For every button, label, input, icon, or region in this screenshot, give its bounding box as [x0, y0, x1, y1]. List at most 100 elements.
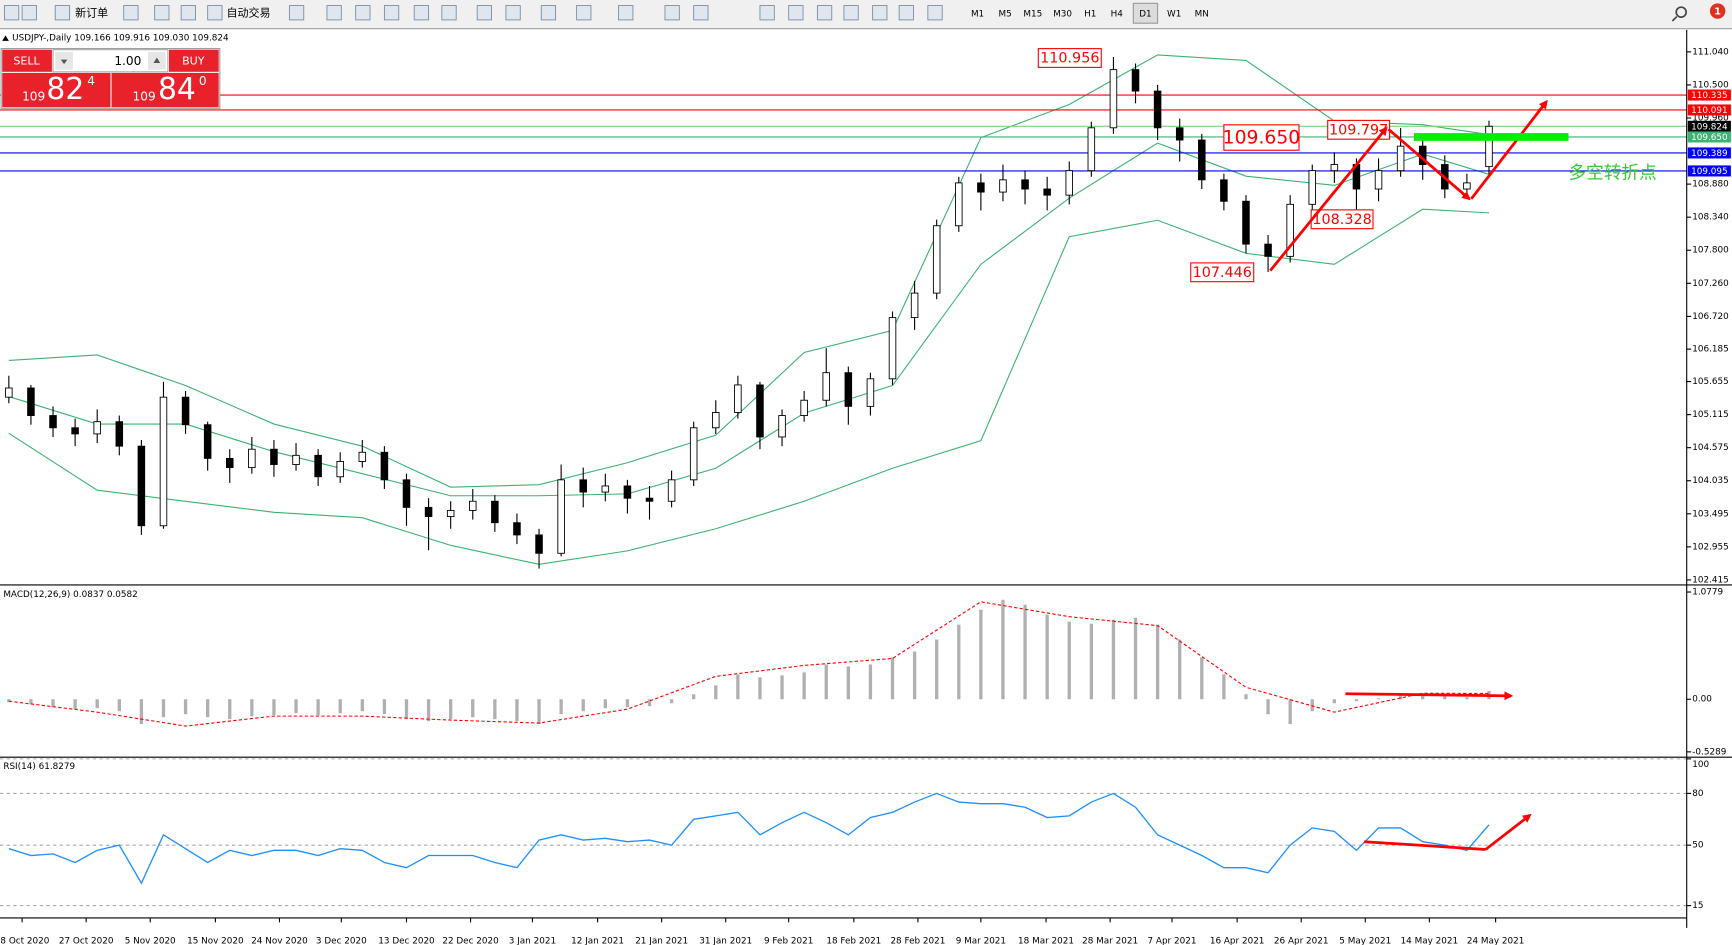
candle-body	[424, 506, 433, 518]
x-tick-label: 28 Mar 2021	[1082, 937, 1138, 945]
toolbar-icon[interactable]	[872, 5, 888, 21]
macd-bar	[736, 674, 740, 700]
toolbar-icon[interactable]	[788, 5, 804, 21]
timeframe-button[interactable]: M1	[971, 9, 984, 19]
x-tick-label: 18 Oct 2020	[0, 937, 50, 945]
toolbar-icon[interactable]	[618, 5, 634, 21]
macd-bar	[714, 685, 718, 700]
timeframe-button[interactable]: W1	[1167, 9, 1181, 19]
price-line-label-box	[1687, 147, 1731, 159]
x-tick-label: 15 Nov 2020	[187, 937, 244, 945]
candle-body	[1153, 90, 1162, 129]
toolbar-icon[interactable]	[759, 5, 775, 21]
y-tick-label: 107.260	[1692, 279, 1729, 289]
timeframe-button[interactable]: MN	[1195, 9, 1209, 19]
toolbar-icon[interactable]	[816, 5, 833, 21]
candle-body	[469, 500, 477, 511]
toolbar-icon[interactable]	[505, 5, 521, 21]
timeframe-button[interactable]: H4	[1111, 9, 1124, 19]
macd-bar	[559, 699, 563, 715]
timeframe-button[interactable]: D1	[1139, 9, 1151, 19]
y-tick-label: 106.720	[1692, 312, 1729, 322]
lot-spinner-arrow	[60, 59, 68, 65]
new-order-button[interactable]: 新订单	[75, 5, 108, 19]
candle-body	[159, 396, 168, 527]
candle-body	[1065, 170, 1074, 196]
search-icon-handle	[1671, 15, 1678, 22]
toolbar-icon[interactable]	[21, 5, 37, 21]
candle-body	[712, 412, 720, 429]
toolbar-icon[interactable]	[123, 5, 139, 21]
sell-button[interactable]	[2, 49, 52, 72]
macd-arrow	[1345, 691, 1514, 701]
sell-price-fraction: 4	[87, 74, 95, 88]
x-tick-label: 24 May 2021	[1467, 937, 1525, 945]
macd-bar	[471, 699, 475, 718]
toolbar-icon[interactable]	[898, 5, 914, 21]
macd-bar	[183, 699, 188, 715]
macd-bar	[294, 699, 298, 714]
toolbar-icon[interactable]	[3, 5, 20, 21]
x-tick-label: 5 Nov 2020	[125, 937, 176, 945]
x-tick-label: 31 Jan 2021	[699, 937, 752, 945]
rsi-arrow	[1364, 840, 1486, 851]
macd-bar	[802, 672, 806, 700]
candle-body	[977, 182, 985, 193]
toolbar-icon[interactable]	[383, 5, 400, 21]
timeframe-button[interactable]: M15	[1023, 9, 1042, 19]
candle-body	[645, 497, 654, 502]
buy-price-button[interactable]	[111, 72, 219, 108]
candle-body	[535, 534, 543, 554]
macd-bar	[1443, 696, 1447, 700]
toolbar-icon[interactable]	[355, 5, 371, 21]
buy-button[interactable]	[169, 49, 219, 72]
search-icon[interactable]	[1675, 6, 1687, 18]
toolbar-icon[interactable]	[326, 5, 342, 21]
x-tick-label: 7 Apr 2021	[1147, 937, 1196, 945]
y-tick-label: 80	[1692, 789, 1704, 799]
toolbar-icon[interactable]	[843, 5, 859, 21]
y-tick-label: 111.040	[1692, 47, 1729, 57]
toolbar-icon[interactable]	[664, 5, 680, 21]
candle-body	[734, 384, 742, 413]
candle-body	[844, 372, 853, 407]
collapse-icon[interactable]	[2, 35, 9, 41]
toolbar-icon[interactable]	[441, 5, 457, 21]
macd-bar	[250, 699, 254, 717]
sell-price-button[interactable]	[2, 72, 111, 108]
macd-bar	[1023, 604, 1027, 700]
macd-bar	[824, 664, 828, 700]
lot-input[interactable]	[52, 49, 169, 73]
y-tick-label: 0.00	[1692, 695, 1712, 705]
toolbar-icon[interactable]	[927, 5, 943, 21]
timeframe-button[interactable]: M30	[1053, 9, 1072, 19]
candle-body	[1242, 200, 1250, 245]
toolbar-icon[interactable]	[576, 5, 592, 21]
toolbar-icon[interactable]	[54, 5, 71, 21]
y-tick-label: 105.655	[1692, 377, 1729, 387]
timeframes: M1 M5 M15 M30 H1 H4 D1 W1 MN	[971, 2, 1209, 24]
macd-bar	[979, 609, 983, 700]
y-tick-label: 50	[1692, 841, 1704, 851]
toolbar-icon[interactable]	[413, 5, 430, 21]
toolbar-icon[interactable]	[693, 5, 709, 21]
timeframe-button[interactable]: H1	[1084, 9, 1096, 19]
auto-trading-button[interactable]: 自动交易	[226, 5, 270, 19]
toolbar-icon[interactable]	[180, 5, 196, 21]
x-tick-label: 5 May 2021	[1339, 937, 1391, 945]
toolbar-icon[interactable]	[154, 5, 170, 21]
toolbar-icon[interactable]	[476, 5, 492, 21]
toolbar-icon[interactable]	[540, 5, 557, 21]
timeframe-button[interactable]: M5	[999, 9, 1012, 19]
candle-body	[778, 415, 786, 438]
candle-body	[579, 479, 587, 493]
candle-body	[380, 451, 389, 481]
timeframe-active	[1132, 2, 1159, 24]
toolbar-icon[interactable]	[288, 5, 305, 21]
macd-bar	[935, 639, 939, 700]
candle-body	[1131, 69, 1140, 92]
notification-badge[interactable]	[1709, 3, 1726, 19]
toolbar-icon[interactable]	[207, 5, 223, 21]
macd-bar	[228, 699, 232, 720]
macd-bar	[139, 699, 144, 725]
